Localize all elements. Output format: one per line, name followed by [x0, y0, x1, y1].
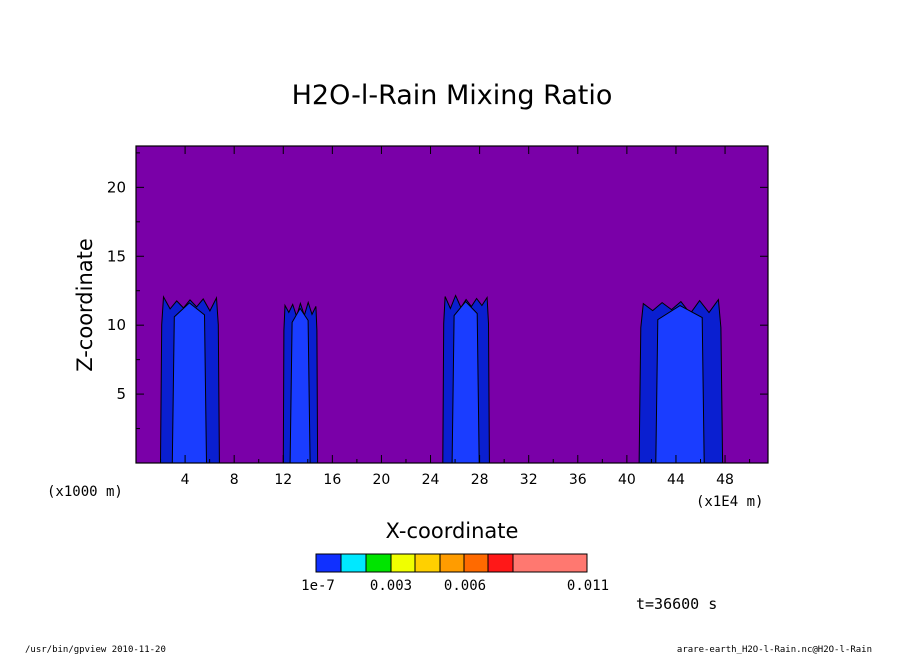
x-tick-label-0: 4 — [181, 472, 190, 488]
colorbar-swatch-9 — [512, 553, 588, 573]
x-tick-label-8: 36 — [569, 472, 587, 488]
x-tick-label-9: 40 — [618, 472, 636, 488]
x-tick-label-5: 24 — [422, 472, 440, 488]
y-tick-label-1: 10 — [107, 316, 126, 334]
colorbar-label-1: 1e-7 — [301, 578, 335, 594]
x-axis-ticks: 4 8 12 16 20 24 28 32 36 40 44 48 — [160, 146, 751, 488]
rain-column-3 — [442, 294, 490, 464]
rain-column-1 — [159, 295, 220, 464]
x-unit-left: (x1000 m) — [47, 484, 123, 500]
colorbar-swatch-5 — [414, 553, 441, 573]
y-tick-label-3: 20 — [107, 178, 126, 196]
rain-column-4 — [638, 298, 724, 464]
y-tick-label-2: 15 — [107, 247, 126, 265]
colorbar-swatch-8 — [487, 553, 514, 573]
footer-left: /usr/bin/gpview 2010-11-20 — [25, 645, 166, 654]
x-tick-label-10: 44 — [667, 472, 685, 488]
colorbar-swatch-3 — [365, 553, 392, 573]
x-tick-label-1: 8 — [230, 472, 239, 488]
time-label: t=36600 s — [636, 595, 717, 613]
x-tick-label-2: 12 — [274, 472, 292, 488]
rain-column-2 — [282, 300, 319, 464]
colorbar-label-2: 0.003 — [370, 578, 412, 594]
colorbar-label-4: 0.011 — [567, 578, 609, 594]
x-tick-label-6: 28 — [471, 472, 489, 488]
x-tick-label-7: 32 — [520, 472, 538, 488]
colorbar-labels: 1e-7 0.003 0.006 0.011 — [301, 578, 609, 594]
x-tick-label-3: 16 — [323, 472, 341, 488]
x-axis-label: X-coordinate — [386, 519, 519, 543]
colorbar-swatch-7 — [463, 553, 489, 573]
plot-frame — [135, 145, 769, 464]
colorbar-swatch-6 — [439, 553, 465, 573]
x-tick-label-4: 20 — [373, 472, 391, 488]
footer-right: arare-earth_H2O-l-Rain.nc@H2O-l-Rain — [677, 645, 872, 654]
x-unit-right: (x1E4 m) — [696, 494, 763, 510]
x-tick-label-11: 48 — [716, 472, 734, 488]
plot-area — [135, 145, 769, 464]
y-axis-label: Z-coordinate — [73, 238, 97, 372]
y-axis-ticks: 5 10 15 20 — [107, 152, 768, 430]
colorbar-swatch-4 — [390, 553, 416, 573]
colorbar — [315, 553, 588, 573]
chart-title: H2O-l-Rain Mixing Ratio — [292, 80, 613, 111]
colorbar-label-3: 0.006 — [444, 578, 486, 594]
colorbar-swatch-1 — [315, 553, 342, 573]
y-tick-label-0: 5 — [116, 385, 126, 403]
colorbar-swatch-2 — [340, 553, 367, 573]
